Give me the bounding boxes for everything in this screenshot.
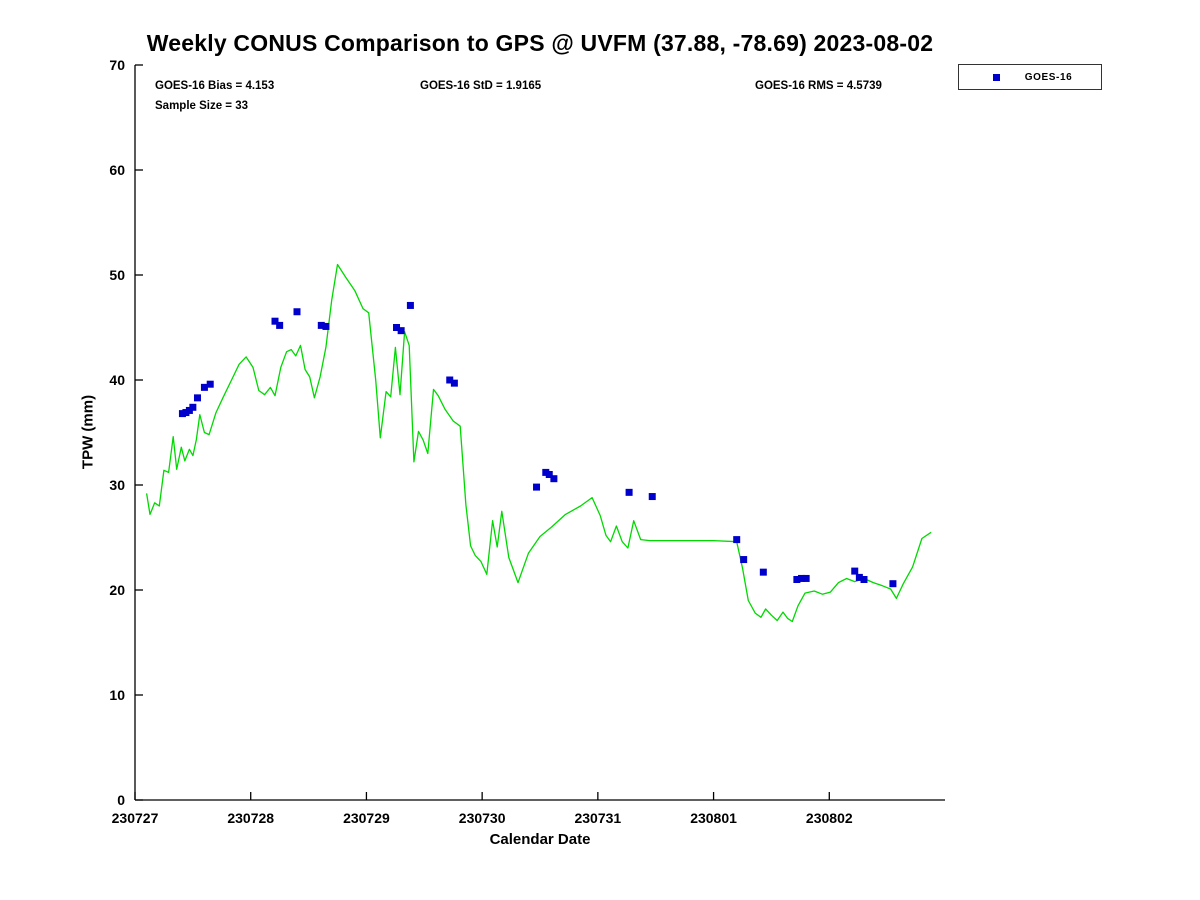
goes16-marker bbox=[322, 322, 330, 330]
goes16-marker bbox=[759, 568, 767, 576]
x-tick-label: 230730 bbox=[459, 810, 506, 826]
goes16-marker bbox=[625, 488, 633, 496]
x-axis-label: Calendar Date bbox=[489, 831, 591, 848]
legend-label: GOES-16 bbox=[1024, 71, 1073, 83]
y-tick-label: 0 bbox=[117, 792, 125, 808]
y-tick-label: 30 bbox=[109, 477, 125, 493]
goes16-marker bbox=[802, 574, 810, 582]
y-tick-label: 50 bbox=[109, 267, 125, 283]
y-tick-label: 20 bbox=[109, 582, 125, 598]
goes16-marker bbox=[860, 576, 868, 583]
x-tick-label: 230727 bbox=[112, 810, 159, 826]
goes16-marker bbox=[545, 471, 553, 478]
goes16-marker bbox=[193, 394, 201, 402]
goes16-marker bbox=[276, 321, 284, 329]
chart-title: Weekly CONUS Comparison to GPS @ UVFM (3… bbox=[146, 30, 934, 56]
legend-marker-square-icon bbox=[993, 73, 1000, 81]
goes16-marker bbox=[740, 556, 748, 564]
goes16-marker bbox=[733, 536, 741, 544]
y-tick-label: 70 bbox=[109, 57, 125, 73]
goes16-marker bbox=[648, 493, 656, 501]
stat-std: GOES-16 StD = 1.9165 bbox=[420, 80, 542, 92]
goes16-marker bbox=[450, 379, 458, 387]
goes16-marker bbox=[189, 403, 197, 411]
x-tick-label: 230731 bbox=[574, 810, 621, 826]
goes16-marker bbox=[200, 383, 208, 391]
goes16-marker bbox=[206, 380, 214, 388]
goes16-marker bbox=[397, 327, 405, 335]
gps-line-series bbox=[145, 263, 932, 623]
stat-bias: GOES-16 Bias = 4.153 bbox=[155, 80, 275, 92]
stat-sample-size: Sample Size = 33 bbox=[155, 100, 249, 112]
goes16-marker bbox=[406, 301, 414, 309]
x-tick-label: 230728 bbox=[227, 810, 274, 826]
goes16-marker bbox=[533, 483, 541, 491]
goes16-marker bbox=[271, 317, 279, 325]
goes16-marker bbox=[446, 376, 454, 384]
goes16-marker bbox=[550, 475, 558, 483]
goes16-marker bbox=[855, 573, 863, 581]
legend-box: GOES-16 bbox=[958, 64, 1102, 90]
goes16-marker bbox=[793, 576, 801, 583]
y-tick-label: 10 bbox=[109, 687, 125, 703]
stat-rms: GOES-16 RMS = 4.5739 bbox=[755, 80, 882, 92]
goes16-marker bbox=[798, 574, 806, 582]
goes16-marker bbox=[293, 308, 301, 316]
goes16-marker bbox=[889, 580, 897, 588]
goes16-marker bbox=[851, 567, 859, 575]
x-tick-label: 230801 bbox=[690, 810, 737, 826]
goes16-marker bbox=[393, 324, 401, 331]
y-tick-label: 60 bbox=[109, 162, 125, 178]
y-tick-label: 40 bbox=[109, 372, 125, 388]
x-tick-label: 230729 bbox=[343, 810, 390, 826]
x-tick-label: 230802 bbox=[806, 810, 853, 826]
goes16-marker bbox=[317, 321, 325, 329]
